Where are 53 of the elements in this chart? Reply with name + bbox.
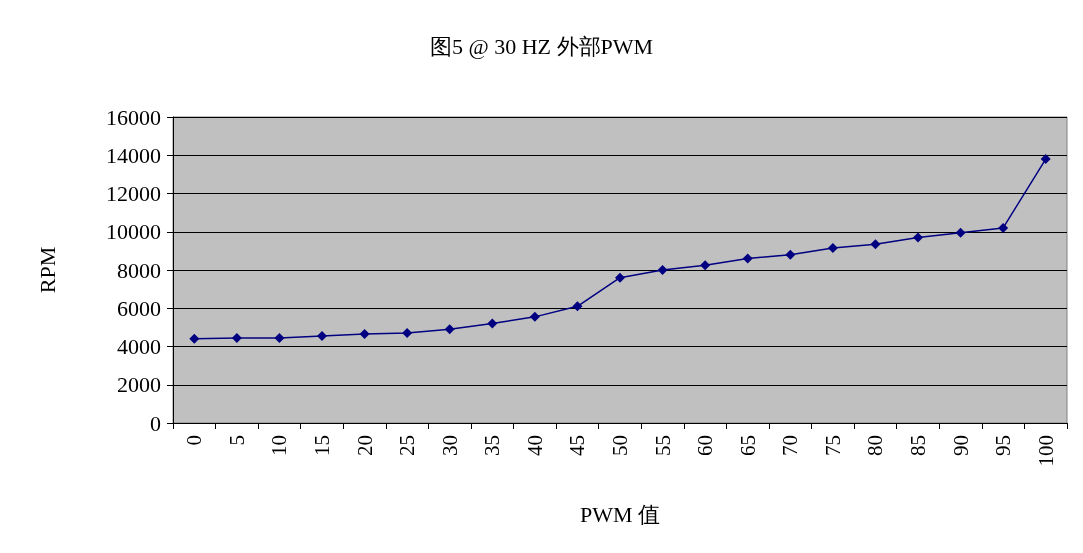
- point: [998, 222, 1009, 233]
- x-tick-label: 35: [480, 435, 505, 456]
- x-tick-label: 50: [608, 435, 632, 456]
- y-tick-label: 4000: [117, 334, 161, 359]
- y-tick-label: 12000: [106, 181, 161, 206]
- x-tick-label: 85: [906, 435, 930, 456]
- y-tick-label: 8000: [117, 257, 161, 283]
- x-tick-label: 5: [224, 435, 249, 446]
- x-tick-label: 60: [693, 435, 718, 456]
- point: [955, 227, 966, 238]
- x-tick-label: 45: [565, 435, 590, 456]
- point: [359, 329, 370, 340]
- point: [742, 253, 753, 264]
- x-tick-label: 65: [735, 435, 760, 456]
- x-tick-label: 55: [650, 435, 675, 456]
- point: [700, 260, 711, 271]
- chart-title: 图5 @ 30 HZ 外部PWM: [429, 33, 654, 59]
- x-tick-label: 95: [991, 435, 1016, 456]
- point: [827, 243, 838, 254]
- point: [487, 318, 498, 329]
- x-tick-label: 25: [395, 435, 420, 456]
- point: [529, 311, 540, 322]
- point: [317, 330, 327, 341]
- y-tick-label: 16000: [106, 104, 161, 130]
- x-tick-label: 90: [948, 435, 973, 456]
- point: [870, 239, 881, 250]
- point: [444, 324, 455, 335]
- x-tick-label: 75: [820, 435, 845, 456]
- y-axis-title: RPM: [34, 246, 60, 294]
- x-tick-label: 40: [522, 435, 547, 456]
- point: [913, 232, 923, 243]
- point: [274, 332, 285, 343]
- x-tick-label: 15: [310, 435, 334, 456]
- point: [402, 328, 413, 339]
- point: [615, 272, 625, 283]
- x-tick-label: 20: [352, 435, 377, 456]
- y-tick-label: 14000: [106, 142, 161, 168]
- point: [189, 333, 200, 344]
- y-tick-label: 6000: [117, 295, 161, 321]
- x-tick-label: 70: [778, 435, 803, 456]
- point: [785, 249, 796, 260]
- x-tick-label: 80: [863, 435, 888, 456]
- point: [1040, 154, 1051, 165]
- y-tick-label: 10000: [106, 219, 161, 245]
- x-axis-title: PWM 值: [579, 501, 661, 527]
- point: [231, 332, 242, 343]
- y-tick-label: 2000: [117, 372, 161, 398]
- x-tick-label: 10: [267, 435, 292, 456]
- x-tick-label: 30: [437, 435, 462, 456]
- x-tick-label: 0: [182, 435, 207, 446]
- point: [572, 301, 583, 312]
- x-tick-label: 100: [1033, 435, 1058, 467]
- point: [657, 265, 668, 275]
